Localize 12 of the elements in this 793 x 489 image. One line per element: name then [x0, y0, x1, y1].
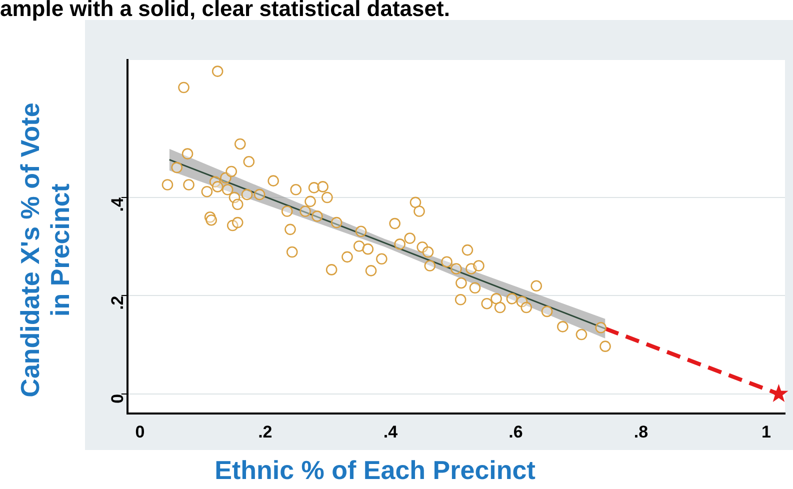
y-tick-label: .2: [108, 296, 128, 310]
x-tick-label: 0: [135, 422, 145, 442]
chart-title: ample with a solid, clear statistical dataset.: [0, 0, 451, 22]
y-tick-label: 0: [108, 394, 128, 404]
x-tick-label: .6: [508, 422, 523, 442]
x-tick-label: .4: [383, 422, 398, 442]
x-tick-label: .8: [634, 422, 648, 442]
y-axis-title: Candidate X's % of Vote in Precinct: [15, 102, 75, 400]
x-tick-label: 1: [761, 422, 771, 442]
x-tick-label: .2: [258, 422, 272, 442]
y-tick-label: .4: [108, 196, 128, 212]
x-axis-title: Ethnic % of Each Precinct: [214, 455, 536, 486]
